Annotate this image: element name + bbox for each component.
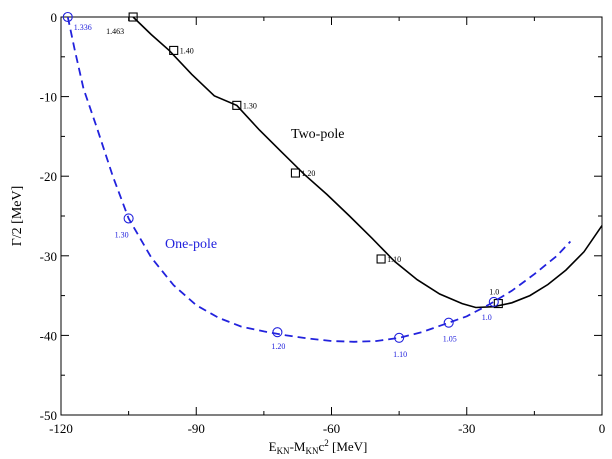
- series-label-two-pole: Two-pole: [291, 127, 344, 142]
- y-tick-label: 0: [51, 10, 58, 25]
- data-point-square: [376, 254, 386, 264]
- data-point-circle: [62, 11, 73, 23]
- axis-ticks: -120 -90 -60 -30 0 0 -10 -20 -30 -40 -50: [40, 10, 606, 436]
- y-tick-label: -40: [40, 328, 57, 343]
- data-point-circle: [123, 213, 134, 224]
- data-point-label: 1.30: [115, 230, 129, 239]
- series-line-two-pole: [132, 16, 603, 309]
- x-tick-label: -120: [49, 421, 73, 436]
- plot-area: [60, 16, 603, 416]
- data-point-label: 1.463: [106, 27, 124, 36]
- series-layer: 1.463 1.40 1.30 1.20 1.10 1.0 1.336 1.30 1.20 1.1…: [62, 11, 603, 359]
- data-point-label: 1.20: [271, 342, 285, 351]
- y-tick-label: -20: [40, 169, 57, 184]
- data-point-label: 1.0: [489, 288, 499, 297]
- data-point-circle: [488, 296, 499, 308]
- data-point-label: 1.10: [393, 350, 407, 359]
- series-label-one-pole: One-pole: [165, 237, 217, 252]
- x-axis-label: EKN-MKNc2 [MeV]: [269, 438, 368, 456]
- data-point-label: 1.40: [180, 46, 194, 55]
- x-tick-label: -30: [458, 421, 475, 436]
- y-axis-label: Γ/2 [MeV]: [10, 186, 25, 247]
- data-point-square: [169, 45, 179, 55]
- y-tick-label: -30: [40, 249, 57, 264]
- series-line-one-pole: [66, 16, 572, 343]
- x-tick-label: -60: [323, 421, 340, 436]
- data-point-circle: [272, 327, 283, 338]
- data-point-square: [290, 168, 300, 178]
- data-point-square: [232, 100, 242, 110]
- data-point-square: [128, 12, 138, 22]
- data-point-label: 1.336: [74, 23, 92, 32]
- data-point-label: 1.30: [243, 101, 257, 110]
- x-tick-label: 0: [599, 421, 606, 436]
- data-point-circle: [394, 332, 405, 343]
- x-tick-label: -90: [188, 421, 205, 436]
- data-point-label: 1.10: [387, 255, 401, 264]
- data-point-circle: [443, 317, 454, 328]
- data-point-label: 1.05: [443, 335, 457, 344]
- data-point-label: 1.20: [301, 169, 315, 178]
- data-point-label: 1.0: [482, 313, 492, 322]
- y-tick-label: -50: [40, 408, 57, 423]
- y-tick-label: -10: [40, 90, 57, 105]
